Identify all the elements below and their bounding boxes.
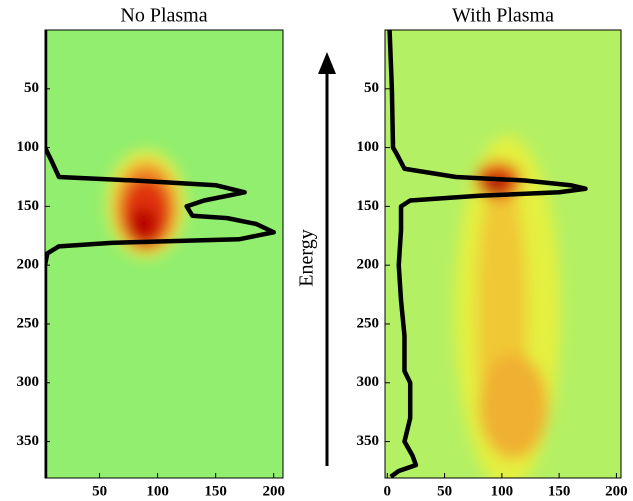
y-tick-label: 200	[17, 257, 40, 273]
plot-background	[45, 30, 283, 478]
y-tick-label: 50	[364, 80, 379, 96]
x-tick-label: 50	[92, 483, 107, 499]
heat-blob	[129, 207, 158, 241]
x-tick-label: 100	[491, 483, 514, 499]
x-tick-label: 150	[548, 483, 571, 499]
y-tick-label: 150	[17, 198, 40, 214]
plot-area	[387, 30, 588, 478]
y-tick-label: 350	[357, 433, 380, 449]
heatmap	[106, 149, 186, 259]
x-tick-label: 150	[204, 483, 227, 499]
y-tick-label: 300	[357, 374, 380, 390]
y-tick-label: 350	[17, 433, 40, 449]
y-tick-label: 300	[17, 374, 40, 390]
x-tick-label: 100	[146, 483, 169, 499]
plot-frame	[44, 29, 284, 479]
energy-arrow-head	[318, 52, 336, 74]
y-tick-label: 50	[24, 80, 39, 96]
y-tick-label: 200	[357, 257, 380, 273]
y-tick-label: 250	[357, 315, 380, 331]
x-tick-label: 50	[437, 483, 452, 499]
chart-title: With Plasma	[452, 5, 554, 27]
y-tick-label: 100	[357, 139, 380, 155]
x-tick-label: 200	[262, 483, 285, 499]
profile-line	[45, 30, 276, 478]
profile-line	[387, 30, 588, 478]
heat-blob	[478, 353, 548, 460]
y-tick-label: 250	[17, 315, 40, 331]
heatmap	[454, 135, 561, 478]
plot-frame	[384, 29, 622, 479]
x-tick-label: 0	[384, 483, 392, 499]
chart-title: No Plasma	[120, 5, 207, 27]
annotation: Energy	[296, 229, 318, 286]
y-tick-label: 100	[17, 139, 40, 155]
x-tick-label: 200	[605, 483, 628, 499]
plot-area	[45, 30, 276, 478]
y-tick-label: 150	[357, 198, 380, 214]
